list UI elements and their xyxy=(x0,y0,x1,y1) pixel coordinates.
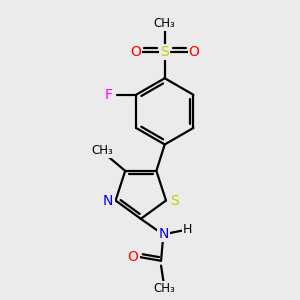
Text: N: N xyxy=(103,194,113,208)
Text: CH₃: CH₃ xyxy=(154,17,176,30)
Text: O: O xyxy=(128,250,139,264)
Text: CH₃: CH₃ xyxy=(153,282,175,295)
Text: O: O xyxy=(189,45,200,59)
Text: S: S xyxy=(160,45,169,59)
Text: H: H xyxy=(183,223,192,236)
Text: N: N xyxy=(158,227,169,241)
Text: CH₃: CH₃ xyxy=(92,144,113,157)
Text: O: O xyxy=(130,45,141,59)
Text: F: F xyxy=(105,88,113,102)
Text: S: S xyxy=(170,194,178,208)
